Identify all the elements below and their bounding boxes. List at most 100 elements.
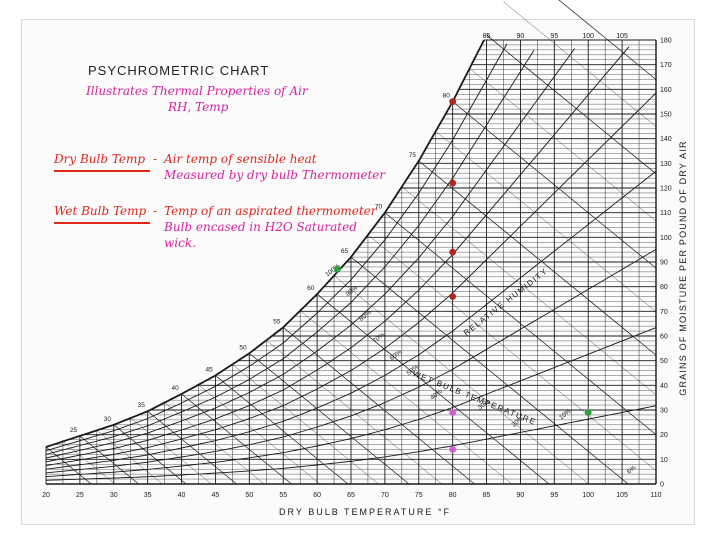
annotation-line2: RH, Temp: [168, 100, 229, 114]
data-point: [449, 248, 457, 256]
relative-humidity-curve: [45, 50, 535, 455]
wet-bulb-line: [96, 430, 163, 485]
x-tick-label: 20: [42, 492, 50, 499]
y-tick-label: 30: [660, 408, 668, 415]
wet-bulb-line: [215, 375, 349, 485]
dry-bulb-label: Dry Bulb Temp: [54, 152, 146, 166]
data-point: [334, 266, 341, 273]
wet-bulb-desc1: Temp of an aspirated thermometer: [164, 204, 377, 218]
y-tick-label: 0: [660, 482, 664, 489]
wet-bulb-line: [45, 446, 92, 485]
wet-bulb-line: [469, 68, 657, 222]
y-tick-label: 40: [660, 383, 668, 390]
x-tick-label: 35: [144, 492, 152, 499]
x-tick-label: 50: [245, 492, 253, 499]
x-tick-label: 40: [178, 492, 186, 499]
y-tick-label: 70: [660, 309, 668, 316]
curve-labels: 253035404550556065707580100%90%80%70%60%…: [70, 93, 638, 476]
top-tick-label: 90: [517, 33, 525, 40]
wet-bulb-line: [350, 256, 629, 485]
x-tick-label: 80: [449, 492, 457, 499]
wet-bulb-label: 25: [70, 427, 78, 434]
x-tick-label: 30: [110, 492, 118, 499]
relative-humidity-curve: [45, 249, 657, 474]
x-tick-label: 45: [212, 492, 220, 499]
wet-bulb-line: [367, 234, 657, 471]
wet-bulb-label: 65: [341, 248, 349, 255]
relative-humidity-label: 70%: [372, 331, 387, 345]
x-tick-label: 95: [550, 492, 558, 499]
relative-humidity-curve: [45, 92, 657, 466]
wet-bulb-line: [316, 293, 550, 485]
x-tick-label: 85: [483, 492, 491, 499]
data-point: [449, 446, 457, 453]
y-tick-label: 100: [660, 235, 672, 242]
chart-title: PSYCHROMETRIC CHART: [88, 63, 270, 78]
wet-bulb-line: [558, 0, 657, 80]
saturation-curve-layer: [45, 39, 657, 481]
y-tick-label: 80: [660, 284, 668, 291]
top-tick-label: 85: [483, 33, 491, 40]
wet-bulb-dash: -: [153, 204, 158, 218]
wet-bulb-line: [164, 402, 265, 485]
wet-bulb-label: 55: [273, 318, 281, 325]
y-tick-label: 180: [660, 38, 672, 45]
data-point: [449, 179, 457, 187]
wet-bulb-line: [418, 160, 657, 356]
data-points: [334, 98, 592, 453]
wet-bulb-line: [503, 1, 657, 127]
wet-bulb-desc2: Bulb encased in H2O Saturated: [164, 220, 357, 234]
saturation-curve: [45, 39, 485, 448]
wet-bulb-label: 70: [375, 204, 383, 211]
annotation-line1: Illustrates Thermal Properties of Air: [86, 84, 308, 98]
x-tick-label: 25: [76, 492, 84, 499]
y-tick-label: 130: [660, 161, 672, 168]
y-tick-label: 120: [660, 186, 672, 193]
x-tick-label: 90: [517, 492, 525, 499]
data-point: [449, 98, 457, 106]
wet-bulb-label: 45: [205, 366, 213, 373]
x-tick-label: 75: [415, 492, 423, 499]
wet-bulb-label: 40: [172, 385, 180, 392]
x-tick-label: 70: [381, 492, 389, 499]
dry-bulb-underline: [54, 170, 150, 172]
top-tick-label: 100: [582, 33, 594, 40]
relative-humidity-label: 6%: [626, 464, 638, 475]
wet-bulb-label: 50: [239, 344, 247, 351]
y-tick-label: 140: [660, 136, 672, 143]
wet-bulb-label: 75: [409, 152, 417, 159]
wet-bulb-line: [198, 384, 320, 485]
relative-humidity-curve: [45, 46, 630, 463]
wet-bulb-underline: [54, 222, 150, 224]
top-tick-label: 105: [616, 33, 628, 40]
wet-bulb-label: 60: [307, 285, 315, 292]
wet-bulb-line: [130, 417, 212, 485]
data-point: [449, 293, 457, 300]
wet-bulb-line: [147, 410, 237, 485]
x-tick-label: 55: [279, 492, 287, 499]
top-tick-label: 95: [550, 33, 558, 40]
x-tick-label: 60: [313, 492, 321, 499]
wet-bulb-line: [62, 441, 116, 485]
wet-bulb-desc3: wick.: [164, 236, 196, 250]
x-tick-label: 65: [347, 492, 355, 499]
data-point: [449, 409, 457, 416]
relative-humidity-curve: [45, 170, 657, 470]
wet-bulb-line: [232, 364, 379, 485]
y-tick-label: 170: [660, 62, 672, 69]
y-tick-label: 150: [660, 112, 672, 119]
relative-humidity-curve: [45, 405, 657, 481]
wet-bulb-line: [79, 435, 139, 485]
y-tick-label: 50: [660, 358, 668, 365]
y-tick-label: 110: [660, 210, 671, 217]
wet-bulb-line: [486, 34, 657, 175]
wet-bulb-label: 80: [443, 93, 451, 100]
y-tick-label: 10: [660, 457, 668, 464]
x-axis-label: DRY BULB TEMPERATURE °F: [279, 507, 451, 517]
wet-bulb-line: [266, 340, 442, 485]
relative-humidity-curve: [45, 43, 508, 452]
y-tick-label: 60: [660, 334, 668, 341]
y-axis-label: GRAINS OF MOISTURE PER POUND OF DRY AIR: [678, 140, 688, 396]
y-tick-label: 20: [660, 432, 668, 439]
